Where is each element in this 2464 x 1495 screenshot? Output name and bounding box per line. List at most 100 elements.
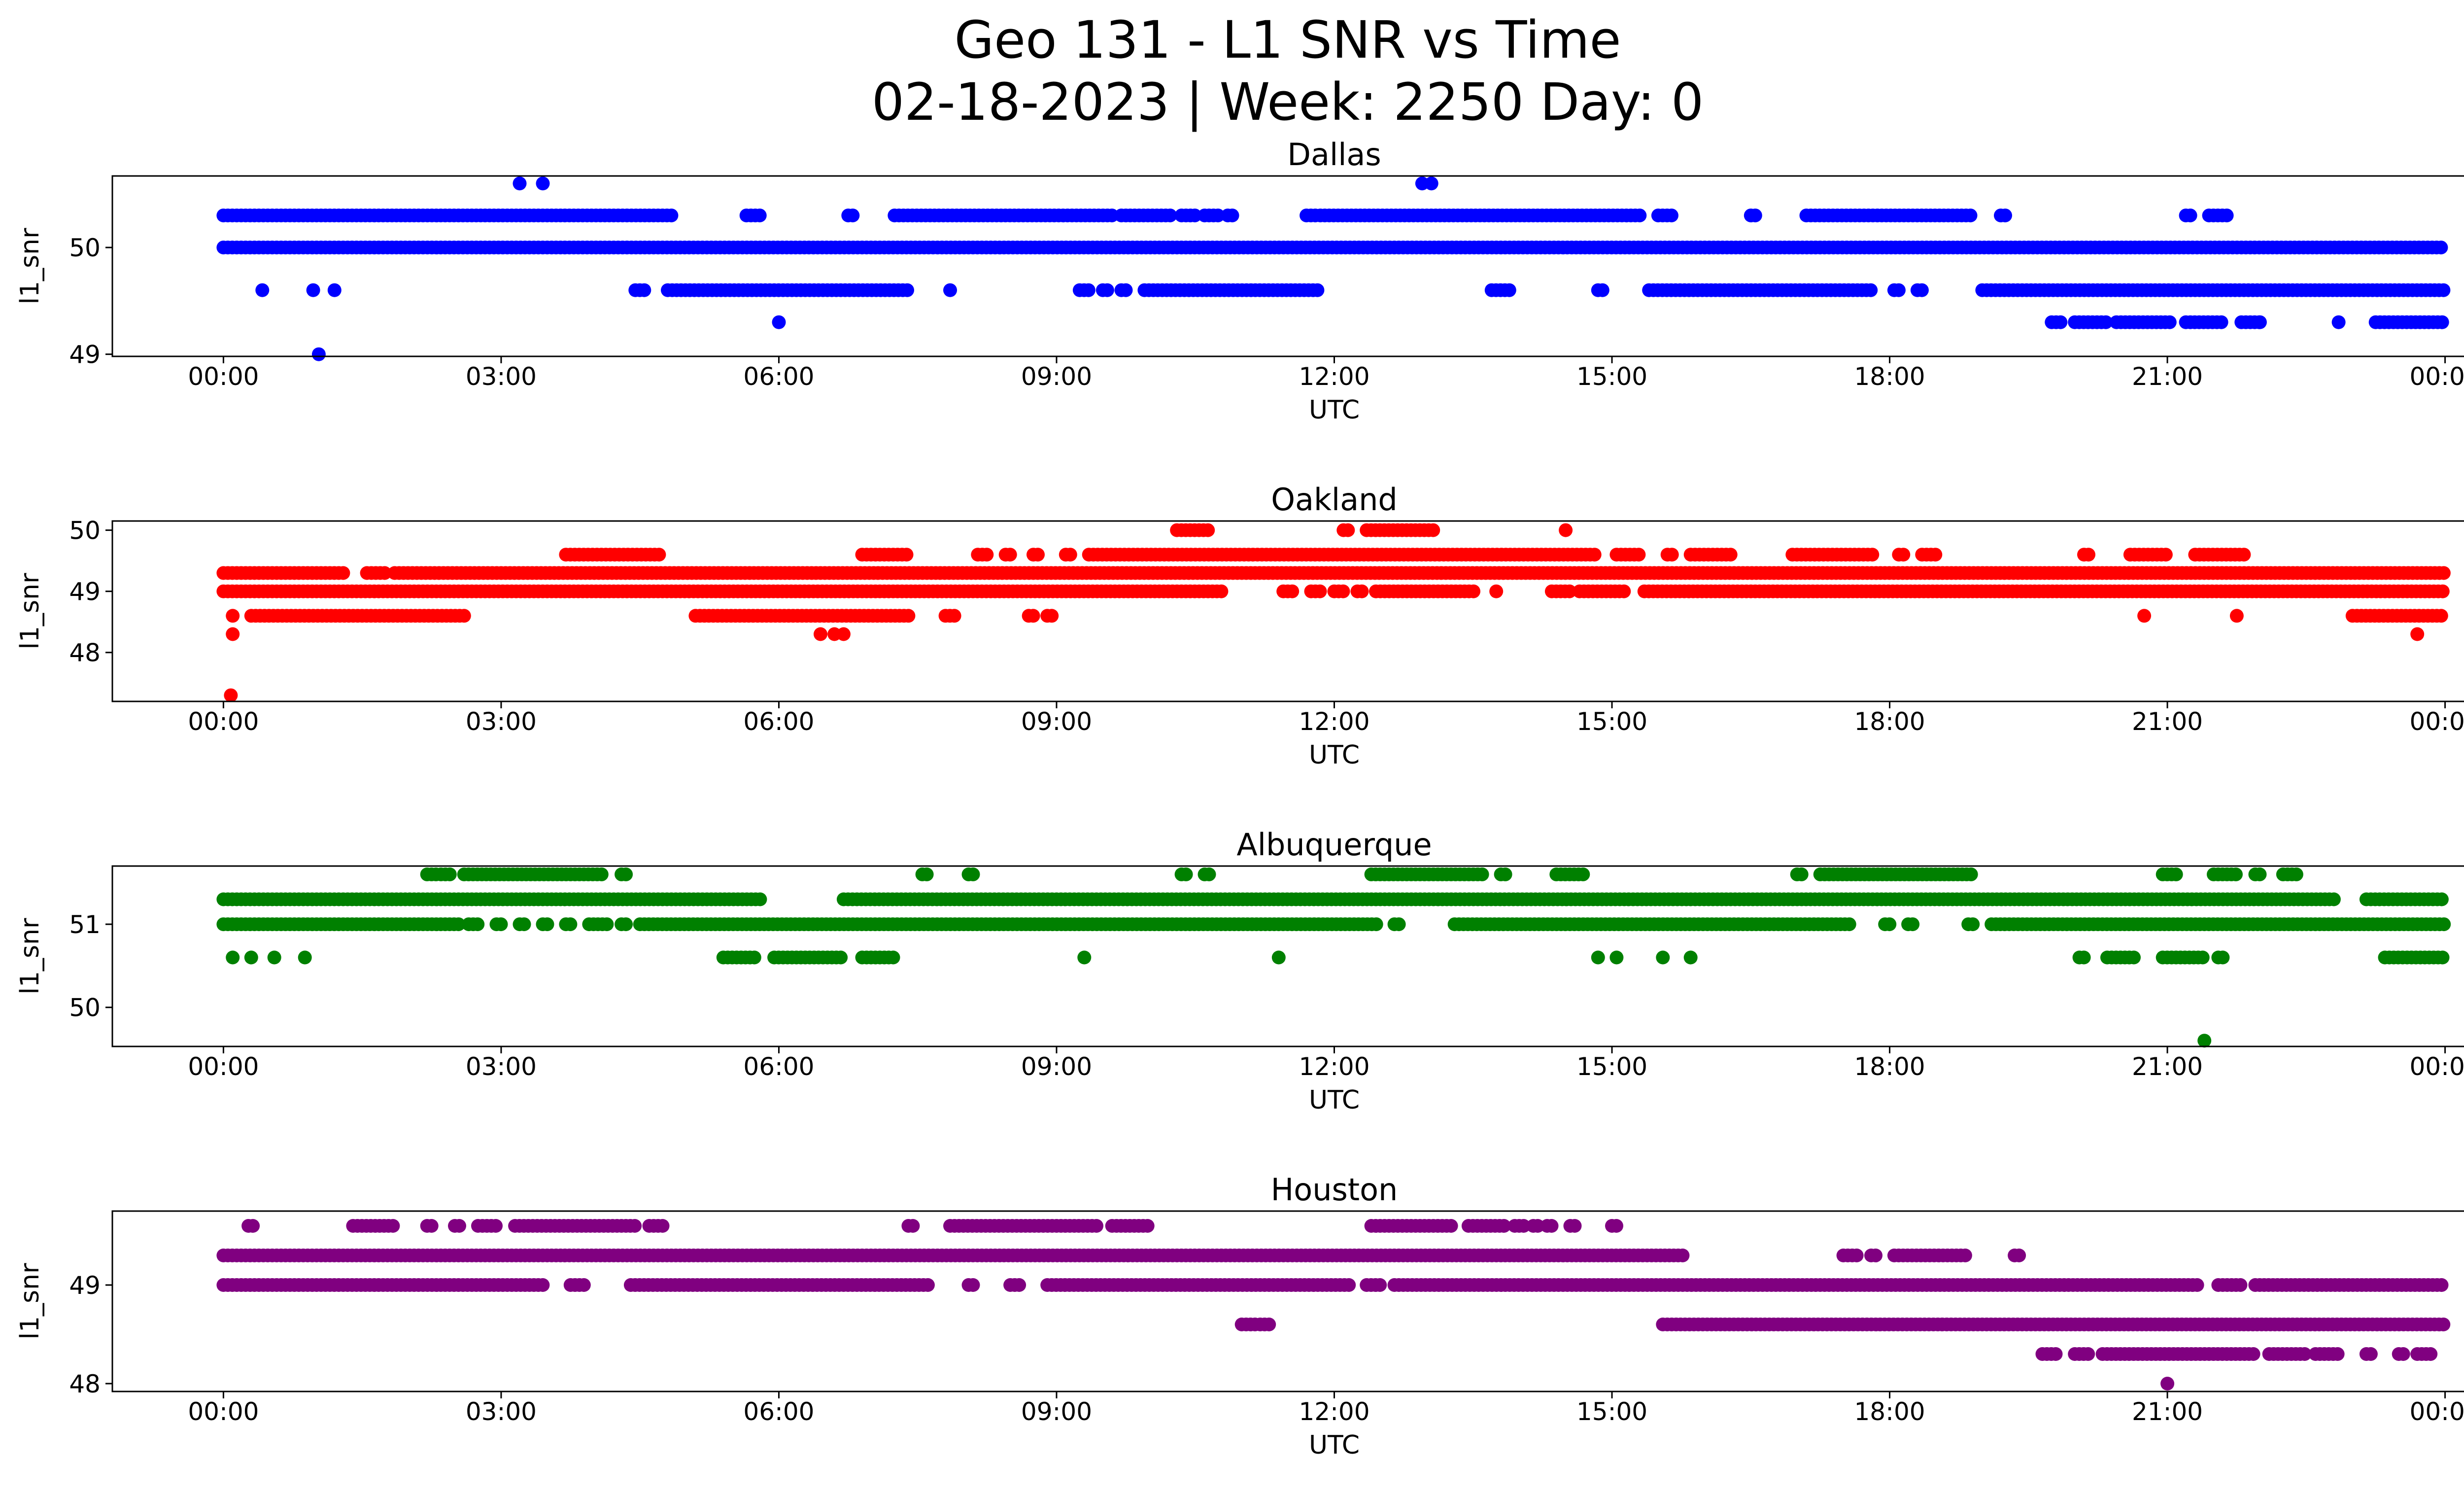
subplot-title: Oakland: [1271, 482, 1398, 518]
data-point: [2253, 315, 2267, 329]
data-point: [619, 917, 633, 932]
y-tick-label: 49: [69, 341, 101, 369]
data-point: [2158, 548, 2173, 562]
subplot-title: Houston: [1271, 1172, 1398, 1208]
data-point: [899, 548, 914, 562]
data-point: [1676, 1249, 1690, 1262]
x-tick-label: 00:00: [2410, 1052, 2464, 1081]
data-point: [2435, 315, 2449, 329]
data-point: [1188, 209, 1202, 223]
data-point: [517, 917, 531, 932]
data-point: [2214, 315, 2228, 329]
data-point: [443, 867, 457, 881]
data-point: [2289, 867, 2303, 881]
x-tick-label: 15:00: [1576, 707, 1647, 736]
figure-title-line2: 02-18-2023 | Week: 2250 Day: 0: [871, 72, 1704, 132]
data-point: [1915, 283, 1929, 297]
x-tick-label: 12:00: [1299, 1397, 1369, 1426]
data-point: [306, 283, 320, 297]
x-tick-label: 09:00: [1021, 362, 1092, 391]
y-tick-label: 49: [69, 1271, 101, 1300]
data-point: [2237, 548, 2251, 562]
data-point: [966, 867, 980, 881]
data-point: [886, 950, 900, 965]
data-point: [1664, 209, 1678, 223]
data-point: [2081, 1347, 2095, 1361]
data-point: [2127, 950, 2141, 965]
data-point: [489, 1219, 503, 1233]
data-point: [1958, 1249, 1972, 1262]
data-point: [1341, 523, 1355, 537]
data-point: [2216, 950, 2230, 965]
data-point: [2437, 917, 2451, 932]
data-point: [1595, 283, 1609, 297]
data-point: [1003, 548, 1017, 562]
data-point: [834, 950, 848, 965]
data-point: [1882, 917, 1897, 932]
data-point: [1424, 176, 1438, 191]
data-point: [753, 209, 767, 223]
y-tick-label: 49: [69, 578, 101, 606]
data-point: [900, 283, 914, 297]
y-tick-label: 50: [69, 994, 101, 1022]
data-point: [652, 548, 666, 562]
data-point: [386, 1219, 400, 1233]
x-axis-label: UTC: [1309, 1085, 1360, 1115]
x-tick-label: 03:00: [466, 1052, 537, 1081]
data-point: [1864, 283, 1878, 297]
data-point: [2436, 566, 2451, 580]
data-point: [267, 950, 281, 965]
data-point: [311, 347, 326, 361]
x-tick-label: 15:00: [1576, 1397, 1647, 1426]
data-point: [2253, 867, 2267, 881]
data-point: [1516, 1219, 1531, 1233]
data-point: [836, 627, 851, 641]
data-point: [1748, 209, 1762, 223]
data-point: [637, 283, 651, 297]
data-point: [943, 283, 957, 297]
data-point: [2162, 315, 2177, 329]
data-point: [1475, 867, 1489, 881]
data-point: [1202, 867, 1216, 881]
data-point: [1119, 283, 1133, 297]
data-point: [1497, 1219, 1511, 1233]
data-point: [244, 950, 258, 965]
x-tick-label: 09:00: [1021, 1052, 1092, 1081]
data-point: [1201, 523, 1215, 537]
axes-frame: [111, 1210, 2464, 1392]
x-tick-label: 18:00: [1854, 362, 1925, 391]
data-point: [1632, 548, 1646, 562]
data-point: [2434, 609, 2448, 623]
data-point: [594, 867, 609, 881]
data-point: [2195, 950, 2210, 965]
x-tick-label: 18:00: [1854, 1397, 1925, 1426]
x-tick-label: 03:00: [466, 362, 537, 391]
data-point: [457, 609, 471, 623]
data-point: [2435, 584, 2450, 598]
data-point: [1163, 209, 1177, 223]
data-point: [2331, 315, 2346, 329]
data-point: [452, 1219, 466, 1233]
data-point: [2183, 209, 2197, 223]
data-point: [2197, 1034, 2212, 1048]
x-tick-label: 00:00: [2410, 362, 2464, 391]
y-axis-label: l1_snr: [15, 573, 45, 650]
x-tick-label: 00:00: [2410, 1397, 2464, 1426]
data-point: [246, 1219, 260, 1233]
data-point: [2327, 892, 2341, 906]
data-point: [2190, 1278, 2204, 1292]
data-point: [1090, 1219, 1103, 1233]
data-point: [2169, 867, 2183, 881]
data-point: [1105, 209, 1119, 223]
y-tick-label: 50: [69, 234, 101, 262]
data-point: [1081, 283, 1095, 297]
data-point: [747, 950, 761, 965]
data-point: [536, 1278, 550, 1292]
data-point: [451, 917, 466, 932]
data-point: [1562, 584, 1576, 598]
x-tick-label: 00:00: [2410, 707, 2464, 736]
data-point: [424, 1219, 439, 1233]
data-point: [2229, 609, 2244, 623]
x-tick-label: 15:00: [1576, 362, 1647, 391]
x-axis-label: UTC: [1309, 740, 1360, 770]
